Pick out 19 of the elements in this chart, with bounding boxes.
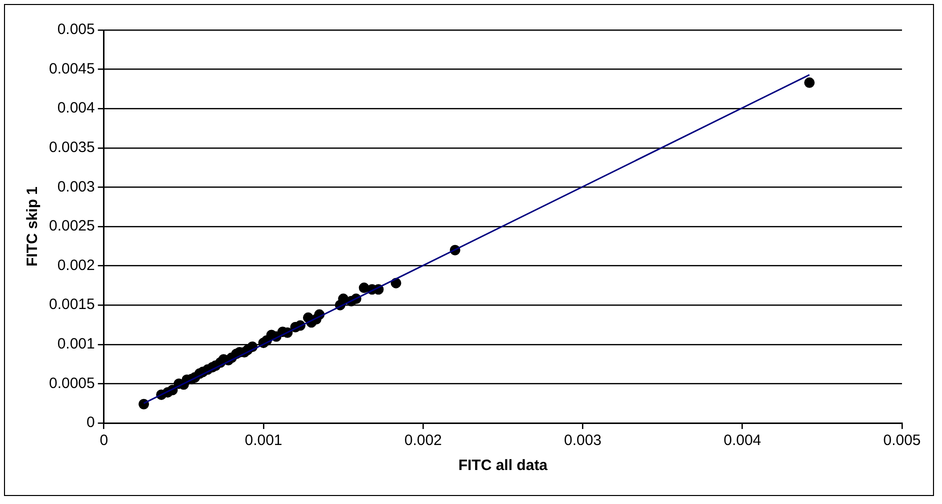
y-tick-label: 0.005 bbox=[57, 21, 95, 38]
y-tick-label: 0.0025 bbox=[48, 218, 95, 235]
y-tick-label: 0.0035 bbox=[48, 139, 95, 156]
x-tick-label: 0.003 bbox=[564, 432, 602, 450]
y-tick-label: 0.0005 bbox=[48, 374, 95, 392]
y-tick-label: 0.004 bbox=[57, 100, 95, 117]
x-tick-label: 0.005 bbox=[883, 432, 921, 450]
y-axis-title: FITC skip 1 bbox=[24, 186, 42, 267]
y-tick-label: 0.002 bbox=[57, 256, 95, 274]
x-tick-label: 0 bbox=[100, 432, 108, 450]
y-tick-label: 0.0045 bbox=[48, 60, 95, 78]
y-tick-label: 0.0015 bbox=[48, 296, 95, 314]
y-tick-label: 0 bbox=[86, 414, 95, 432]
x-tick-label: 0.001 bbox=[244, 432, 282, 450]
y-tick-label: 0.001 bbox=[57, 336, 95, 353]
x-tick-label: 0.002 bbox=[404, 432, 442, 450]
x-tick-label: 0.004 bbox=[724, 432, 762, 450]
y-tick-label: 0.003 bbox=[57, 178, 95, 196]
x-axis-title: FITC all data bbox=[458, 457, 548, 474]
